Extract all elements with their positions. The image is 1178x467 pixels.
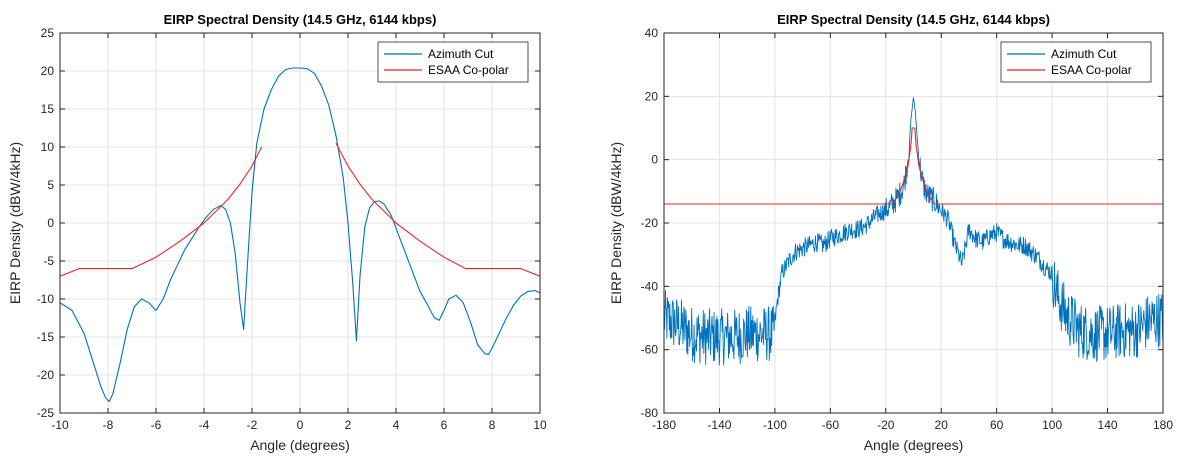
- series-line-azimuth-cut: [664, 97, 1163, 366]
- y-tick-label: -5: [43, 254, 54, 268]
- series-line-azimuth-cut: [60, 67, 540, 403]
- x-tick-label: -6: [151, 418, 162, 432]
- y-tick-label: 5: [47, 178, 54, 192]
- legend-label: ESAA Co-polar: [1051, 63, 1132, 77]
- y-tick-label: -20: [641, 216, 659, 230]
- x-tick-label: -20: [877, 418, 895, 432]
- chart-left-svg: -10 -8 -6 -4 -2 0 2 4 6 8 10-25-20-15-10-505101520…: [7, 12, 547, 453]
- y-tick-label: 15: [41, 102, 55, 116]
- chart-title: EIRP Spectral Density (14.5 GHz, 6144 kb…: [164, 12, 437, 27]
- x-tick-label: 60: [990, 418, 1004, 432]
- x-tick-label: 6: [441, 418, 448, 432]
- x-tick-label: 2: [345, 418, 352, 432]
- x-tick-label: -140: [707, 418, 731, 432]
- y-tick-label: 10: [41, 140, 55, 154]
- y-tick-label: 0: [651, 153, 658, 167]
- series-line-esaa-co-polar: [60, 142, 540, 277]
- y-tick-label: 20: [645, 89, 659, 103]
- x-tick-label: 180: [1153, 418, 1173, 432]
- x-tick-label: -8: [103, 418, 114, 432]
- x-tick-label: 8: [489, 418, 496, 432]
- series-line-esaa-co-polar: [664, 127, 1163, 205]
- legend-label: ESAA Co-polar: [428, 63, 509, 77]
- legend: Azimuth Cut ESAA Co-polar: [377, 41, 529, 83]
- y-axis-label: EIRP Density (dBW/4kHz): [608, 142, 624, 304]
- y-axis-label: EIRP Density (dBW/4kHz): [7, 142, 23, 304]
- y-tick-label: 20: [41, 64, 55, 78]
- x-tick-label: 20: [935, 418, 949, 432]
- chart-right: -180 -140 -100 -60 -20 20 60 100 140 180 -80 -60 -40…: [589, 0, 1178, 467]
- y-tick-label: 0: [47, 216, 54, 230]
- x-tick-label: 0: [297, 418, 304, 432]
- chart-title: EIRP Spectral Density (14.5 GHz, 6144 kb…: [777, 12, 1050, 27]
- y-tick-label: -60: [641, 343, 659, 357]
- y-tick-label: -25: [37, 406, 55, 420]
- chart-right-svg: -180 -140 -100 -60 -20 20 60 100 140 180 -80 -60 -40…: [608, 12, 1173, 453]
- chart-left: -10 -8 -6 -4 -2 0 2 4 6 8 10 -25 -20 -15 -10 -5 0 5 10 15 20…: [7, 12, 547, 453]
- y-tick-label: -10: [37, 292, 55, 306]
- x-axis-label: Angle (degrees): [864, 437, 964, 453]
- y-tick-label: 25: [41, 26, 55, 40]
- x-tick-label: -100: [763, 418, 787, 432]
- legend: Azimuth Cut ESAA Co-polar: [1000, 41, 1152, 83]
- y-tick-label: -80: [641, 406, 659, 420]
- x-tick-label: -4: [199, 418, 210, 432]
- x-axis-label: Angle (degrees): [250, 437, 350, 453]
- y-tick-label: -40: [641, 279, 659, 293]
- legend-box: [377, 41, 529, 83]
- y-tick-label: 40: [645, 26, 659, 40]
- legend-label: Azimuth Cut: [428, 47, 494, 61]
- legend-label: Azimuth Cut: [1051, 47, 1117, 61]
- legend-box: [1000, 41, 1152, 83]
- y-tick-label: -20: [37, 368, 55, 382]
- x-tick-label: -10: [51, 418, 69, 432]
- x-tick-label: -2: [247, 418, 258, 432]
- x-tick-label: 4: [393, 418, 400, 432]
- y-tick-label: -15: [37, 330, 55, 344]
- x-tick-label: -180: [652, 418, 676, 432]
- x-tick-label: 100: [1042, 418, 1062, 432]
- x-tick-label: 10: [533, 418, 547, 432]
- x-tick-label: 140: [1098, 418, 1118, 432]
- x-tick-label: -60: [822, 418, 840, 432]
